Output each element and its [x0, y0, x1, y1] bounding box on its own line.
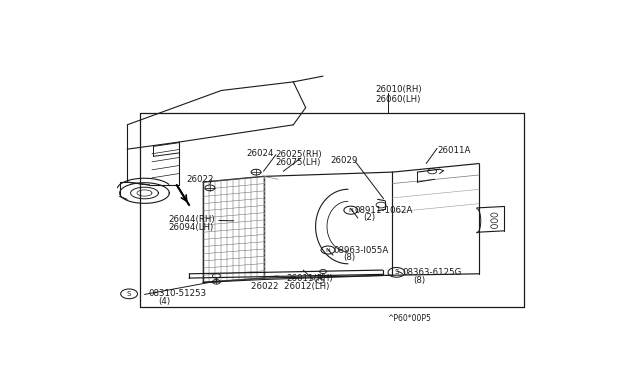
Text: 08363-6125G: 08363-6125G [403, 268, 462, 277]
Text: 26011(RH): 26011(RH) [286, 274, 333, 283]
Text: (4): (4) [158, 297, 170, 306]
Text: ^P60*00P5: ^P60*00P5 [388, 314, 431, 323]
Text: 26044(RH): 26044(RH) [168, 215, 215, 224]
Text: 26094(LH): 26094(LH) [168, 222, 214, 232]
Text: 26060(LH): 26060(LH) [375, 94, 420, 103]
Text: 26075(LH): 26075(LH) [275, 158, 320, 167]
Text: 08310-51253: 08310-51253 [148, 289, 207, 298]
Text: 26022: 26022 [187, 175, 214, 184]
Text: 08963-l055A: 08963-l055A [333, 246, 388, 254]
Text: 26025(RH): 26025(RH) [275, 150, 321, 158]
Text: S: S [127, 291, 131, 297]
Text: 26024: 26024 [246, 149, 274, 158]
Text: (8): (8) [343, 253, 355, 262]
Text: 26022  26012(LH): 26022 26012(LH) [251, 282, 329, 291]
Text: N: N [348, 208, 353, 213]
Text: 26029: 26029 [330, 156, 358, 165]
Text: S: S [394, 269, 399, 275]
Text: 26011A: 26011A [437, 146, 470, 155]
Text: 08911-1062A: 08911-1062A [355, 206, 413, 215]
Text: (2): (2) [364, 214, 376, 222]
Text: N: N [326, 247, 330, 253]
Text: 26010(RH): 26010(RH) [375, 84, 422, 93]
Text: (8): (8) [413, 276, 426, 285]
